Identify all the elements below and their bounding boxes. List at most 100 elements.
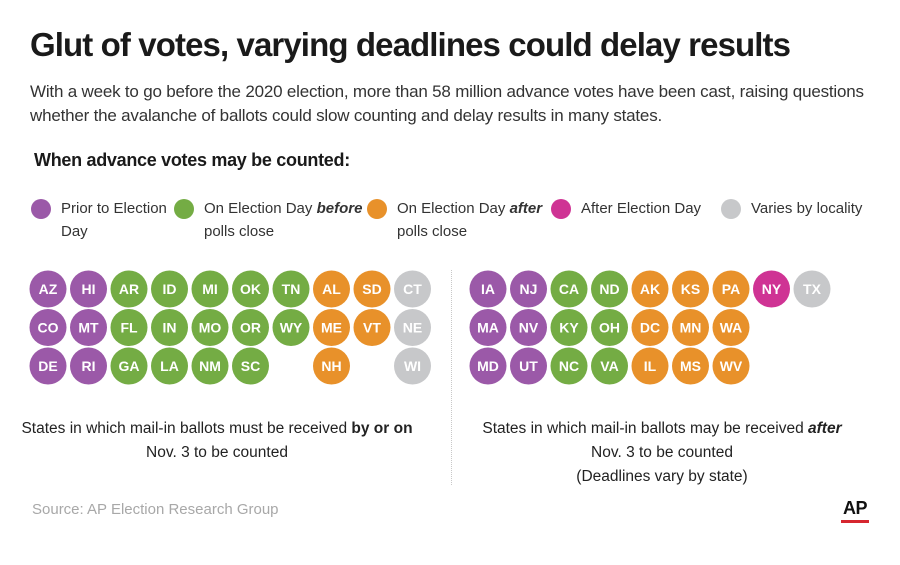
state-dot-circle: [394, 309, 431, 346]
state-dot-label: NY: [762, 281, 782, 297]
state-dot-circle: [631, 347, 669, 385]
state-dot-circle: [591, 270, 628, 308]
state-dot-label: ME: [321, 320, 342, 336]
state-dot-circle: [753, 270, 790, 308]
state-dot-pa: PA: [712, 270, 750, 308]
state-dot-ak: AK: [631, 270, 669, 308]
state-dot-nc: NC: [550, 347, 588, 385]
state-dot-mo: MO: [191, 309, 229, 346]
state-dot-ms: MS: [672, 347, 709, 385]
state-dot-label: IN: [163, 320, 177, 336]
state-dot-label: MA: [477, 320, 499, 336]
state-dot-al: AL: [313, 270, 350, 308]
state-dot-label: RI: [82, 358, 96, 374]
ap-logo: AP: [841, 498, 869, 523]
chart-subtitle: With a week to go before the 2020 electi…: [30, 82, 864, 125]
state-dot-label: TN: [282, 281, 301, 297]
state-dot-label: AK: [640, 281, 660, 297]
state-dot-mn: MN: [672, 309, 709, 346]
state-dot-la: LA: [151, 347, 188, 385]
state-dot-circle: [631, 270, 669, 308]
state-dot-label: NE: [403, 320, 422, 336]
state-dot-label: MO: [199, 320, 222, 336]
state-dot-label: NC: [559, 358, 579, 374]
state-dot-or: OR: [232, 309, 269, 346]
legend-label-before: On Election Day before polls close: [204, 200, 363, 240]
state-dot-circle: [110, 270, 148, 308]
state-dot-co: CO: [29, 309, 67, 346]
source-note: Source: AP Election Research Group: [32, 501, 279, 518]
state-dot-circle: [232, 309, 269, 346]
legend-label-post: After Election Day: [581, 200, 702, 217]
state-dot-label: PA: [722, 281, 740, 297]
state-dot-label: TX: [803, 281, 822, 297]
state-dot-circle: [232, 347, 269, 385]
state-dot-circle: [353, 309, 391, 346]
state-dot-label: NM: [199, 358, 221, 374]
state-dot-de: DE: [29, 347, 67, 385]
state-dot-circle: [232, 270, 269, 308]
state-dot-il: IL: [631, 347, 669, 385]
state-dot-az: AZ: [29, 270, 67, 308]
state-dot-circle: [70, 309, 107, 346]
state-dot-circle: [313, 309, 350, 346]
state-dot-wv: WV: [712, 347, 750, 385]
state-dot-mt: MT: [70, 309, 107, 346]
state-dot-label: CO: [38, 320, 59, 336]
state-dot-circle: [510, 309, 547, 346]
state-dot-label: NH: [321, 358, 341, 374]
state-dot-sd: SD: [353, 270, 391, 308]
state-dot-label: WI: [404, 358, 421, 374]
state-dot-label: KY: [559, 320, 579, 336]
state-dot-nd: ND: [591, 270, 628, 308]
state-dot-label: ND: [599, 281, 619, 297]
state-dot-circle: [151, 309, 188, 346]
state-dot-circle: [510, 347, 547, 385]
state-dot-in: IN: [151, 309, 188, 346]
legend-dot-post: [551, 199, 571, 219]
state-dot-label: MT: [78, 320, 99, 336]
state-dot-label: AL: [322, 281, 341, 297]
state-dot-sc: SC: [232, 347, 269, 385]
legend-dot-before: [174, 199, 194, 219]
state-dot-oh: OH: [591, 309, 628, 346]
state-dot-nm: NM: [191, 347, 229, 385]
state-dot-label: WY: [280, 320, 303, 336]
state-dot-vt: VT: [353, 309, 391, 346]
state-dot-circle: [29, 347, 67, 385]
state-dot-circle: [672, 309, 709, 346]
state-dot-dc: DC: [631, 309, 669, 346]
state-dot-circle: [712, 270, 750, 308]
state-dot-label: IL: [644, 358, 657, 374]
state-dot-label: IA: [481, 281, 495, 297]
state-dot-circle: [313, 347, 350, 385]
group-divider: [451, 270, 452, 485]
state-dot-label: KS: [681, 281, 700, 297]
legend-label-varies: Varies by locality: [751, 200, 863, 217]
state-dot-label: AZ: [39, 281, 58, 297]
state-dot-circle: [151, 347, 188, 385]
state-dot-wy: WY: [272, 309, 310, 346]
state-dot-circle: [469, 347, 507, 385]
caption-received-by: States in which mail-in ballots must be …: [21, 420, 413, 461]
state-dot-label: SD: [362, 281, 381, 297]
state-dot-label: AR: [119, 281, 139, 297]
chart-title: Glut of votes, varying deadlines could d…: [30, 26, 791, 63]
state-dot-ky: KY: [550, 309, 588, 346]
state-dot-circle: [591, 309, 628, 346]
state-dot-label: MS: [680, 358, 701, 374]
state-dot-circle: [191, 309, 229, 346]
legend-dot-after: [367, 199, 387, 219]
state-dot-tn: TN: [272, 270, 310, 308]
state-dot-circle: [672, 270, 709, 308]
state-dot-label: CT: [403, 281, 422, 297]
state-dot-circle: [151, 270, 188, 308]
state-dot-label: DC: [640, 320, 660, 336]
state-dot-circle: [272, 309, 310, 346]
state-dot-label: ID: [163, 281, 177, 297]
state-dot-va: VA: [591, 347, 628, 385]
state-dot-circle: [712, 347, 750, 385]
state-dot-circle: [550, 347, 588, 385]
section-heading: When advance votes may be counted:: [34, 150, 350, 170]
